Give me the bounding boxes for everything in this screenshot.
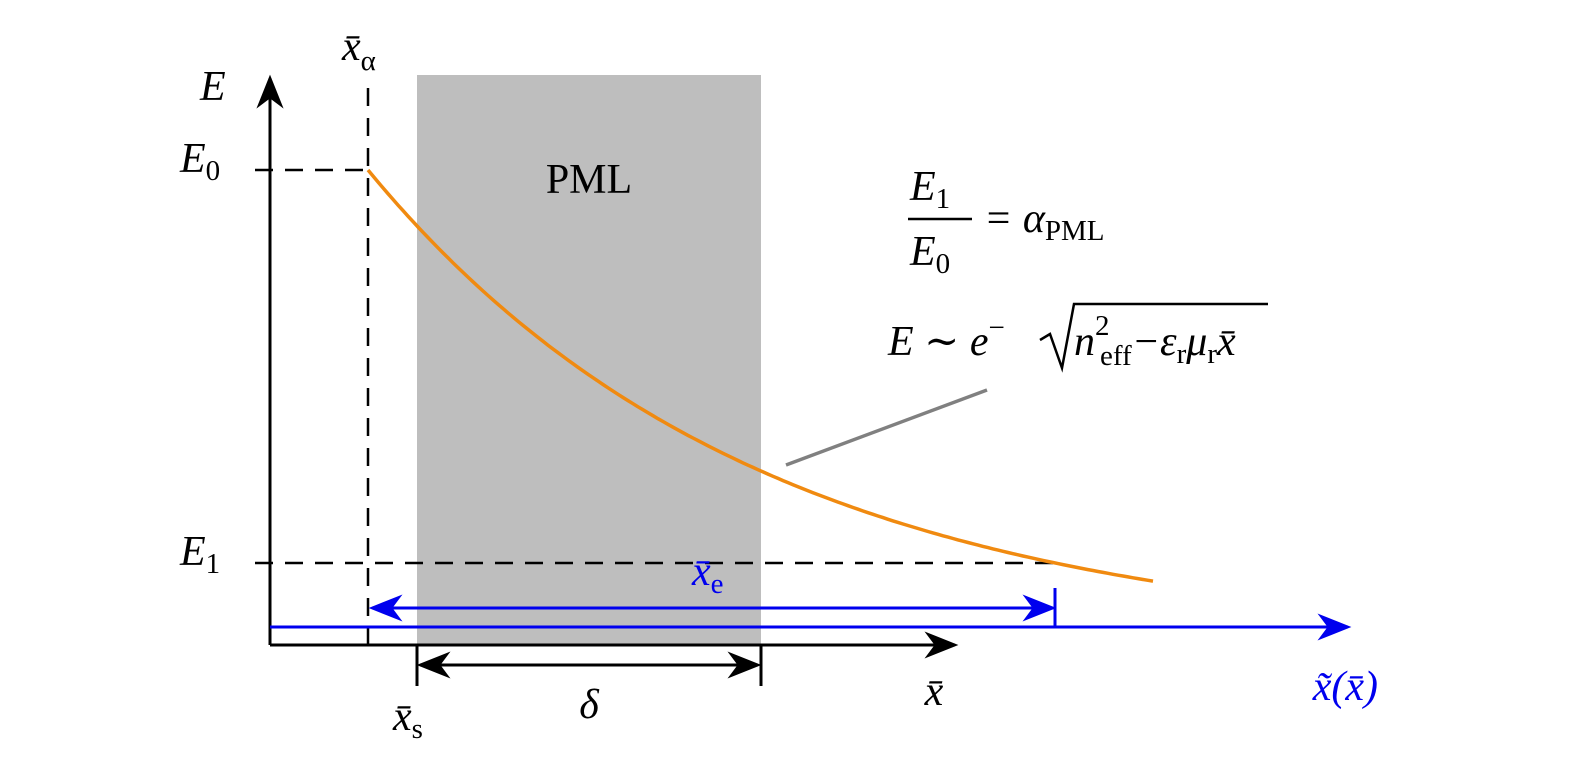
xe-label: x̄e xyxy=(691,549,724,600)
x: x̄ xyxy=(1216,319,1236,365)
sub: e xyxy=(711,568,724,600)
base: x̄ xyxy=(341,24,361,70)
sub: s xyxy=(412,713,423,745)
exp-sign: − xyxy=(989,312,1005,344)
mu-sub: r xyxy=(1207,338,1217,370)
pointer xyxy=(785,388,988,467)
sub: 1 xyxy=(206,548,221,580)
lhs: E ∼ e xyxy=(887,319,989,365)
n-sub: eff xyxy=(1100,340,1132,372)
eps-sub: r xyxy=(1177,338,1187,370)
ratio-num: E1 xyxy=(909,164,950,215)
mu: μ xyxy=(1185,319,1207,365)
base: E xyxy=(179,529,206,575)
delta-label: δ xyxy=(579,682,600,728)
decay-curve xyxy=(366,168,1154,583)
ratio-rhs: = αPML xyxy=(984,196,1105,247)
x-tilde-label: x̃(x̄) xyxy=(1312,664,1378,710)
guides xyxy=(255,88,1055,645)
e-axis-label: E xyxy=(199,64,226,110)
root: √ xyxy=(1005,312,1021,344)
base: x̄ xyxy=(691,549,711,595)
xs-label: x̄s xyxy=(392,694,423,745)
minus: −ε xyxy=(1132,319,1177,365)
sub: α xyxy=(361,45,376,77)
e0-label: E0 xyxy=(179,136,220,187)
e1-label: E1 xyxy=(179,529,220,580)
n: n xyxy=(1074,319,1095,365)
base: E xyxy=(179,136,206,182)
pml-region xyxy=(417,75,761,645)
pml-label: PML xyxy=(546,157,632,203)
sub: 0 xyxy=(206,155,221,187)
x-label: x̄ xyxy=(924,669,944,715)
n-sup: 2 xyxy=(1095,310,1110,342)
sub: 0 xyxy=(936,248,951,280)
rhs-sub: PML xyxy=(1045,215,1105,247)
x-alpha-label: x̄α xyxy=(341,24,376,77)
decay-formula: E ∼ e−√ n2 eff−εrμrx̄ xyxy=(887,310,1236,372)
rhs: = α xyxy=(984,196,1046,242)
radical xyxy=(1039,302,1268,373)
base: E xyxy=(909,164,936,210)
sub: 1 xyxy=(936,183,951,215)
base: x̄ xyxy=(392,694,412,740)
base: E xyxy=(909,229,936,275)
ratio-den: E0 xyxy=(909,229,950,280)
